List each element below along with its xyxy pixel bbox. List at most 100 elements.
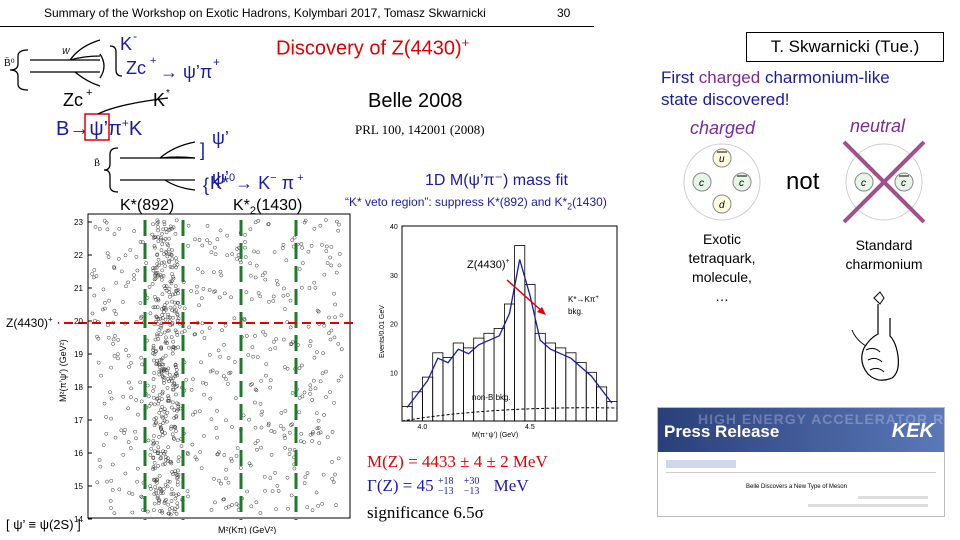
- dalitz-point: [148, 486, 153, 491]
- dalitz-point: [246, 353, 251, 357]
- dalitz-point: [238, 466, 243, 470]
- dalitz-point: [329, 245, 334, 249]
- dalitz-point: [275, 483, 280, 488]
- dalitz-point: [154, 362, 159, 367]
- dalitz-point: [162, 252, 166, 256]
- dalitz-point: [154, 491, 159, 495]
- dalitz-point: [158, 332, 163, 337]
- dalitz-point: [152, 352, 157, 357]
- dalitz-point: [300, 394, 305, 399]
- dalitz-point: [255, 447, 259, 452]
- decay-diagrams: B̄⁰ W K - Zc + → ψ’π + Zc + K * B→ψ’π+K …: [4, 29, 304, 195]
- dalitz-point: [157, 434, 161, 439]
- dalitz-point: [264, 373, 268, 378]
- dalitz-point: [289, 342, 293, 347]
- dalitz-point: [174, 415, 178, 420]
- dalitz-point: [110, 488, 115, 492]
- dalitz-point: [230, 252, 235, 257]
- dalitz-point: [155, 396, 160, 401]
- dalitz-point: [151, 222, 155, 227]
- svg-text:c: c: [861, 178, 866, 189]
- dalitz-point: [127, 380, 131, 385]
- dalitz-point: [166, 258, 171, 263]
- dalitz-point: [270, 489, 275, 493]
- dalitz-point: [176, 345, 181, 350]
- dalitz-point: [160, 510, 165, 515]
- dalitz-point: [169, 492, 174, 496]
- dalitz-point: [172, 424, 177, 429]
- dalitz-xlabel: M²(Kπ) (GeV²): [218, 525, 276, 534]
- dalitz-point: [156, 263, 161, 268]
- dalitz-point: [320, 501, 325, 506]
- dalitz-point: [245, 489, 249, 494]
- dalitz-point: [151, 442, 156, 447]
- dalitz-point: [168, 305, 173, 310]
- dalitz-point: [171, 435, 176, 440]
- dalitz-point: [204, 381, 208, 386]
- dalitz-point: [243, 232, 247, 237]
- dalitz-point: [156, 257, 161, 262]
- dalitz-point: [162, 418, 167, 423]
- dalitz-point: [162, 260, 166, 265]
- dalitz-point: [163, 449, 168, 454]
- dalitz-point: [306, 249, 311, 254]
- dalitz-point: [174, 330, 179, 335]
- dalitz-point: [161, 449, 165, 454]
- dalitz-point: [310, 398, 315, 402]
- dalitz-point: [99, 373, 103, 378]
- dalitz-point: [328, 255, 332, 260]
- dalitz-point: [290, 238, 295, 243]
- dalitz-point: [297, 410, 302, 415]
- dalitz-point: [172, 345, 176, 350]
- dalitz-point: [154, 314, 159, 319]
- dalitz-point: [154, 488, 159, 493]
- dalitz-point: [174, 384, 178, 389]
- dalitz-ylabel: M²(π’ψ’) (GeV²): [58, 339, 68, 402]
- dalitz-point: [254, 500, 259, 505]
- dalitz-point: [157, 372, 162, 377]
- dalitz-point: [97, 227, 102, 231]
- dalitz-point: [169, 281, 174, 286]
- dalitz-point: [165, 456, 170, 461]
- dalitz-point: [170, 265, 174, 270]
- dalitz-point: [272, 430, 277, 434]
- dalitz-point: [336, 342, 341, 346]
- dalitz-point: [135, 479, 139, 484]
- dalitz-point: [318, 379, 323, 384]
- dalitz-point: [159, 427, 164, 431]
- dalitz-point: [263, 270, 267, 275]
- dalitz-point: [168, 227, 172, 232]
- dalitz-point: [95, 480, 100, 485]
- dalitz-point: [199, 360, 203, 365]
- dalitz-plot: 23 22 21 20 19 18 17 16 15 14 M²(π’ψ’) (GeV²) M²(…: [58, 213, 358, 534]
- dalitz-point: [133, 429, 138, 434]
- dalitz-point: [151, 236, 156, 240]
- dalitz-point: [109, 365, 113, 370]
- dalitz-point: [256, 291, 261, 295]
- dalitz-point: [173, 346, 178, 350]
- dalitz-point: [172, 509, 177, 514]
- veto-label: “K* veto region”: suppress K*(892) and K…: [345, 195, 607, 212]
- dalitz-point: [159, 456, 164, 460]
- dalitz-point: [104, 431, 109, 436]
- dalitz-point: [159, 370, 164, 375]
- dalitz-point: [207, 353, 212, 357]
- dalitz-point: [311, 430, 315, 434]
- dalitz-point: [129, 361, 133, 365]
- dalitz-point: [175, 333, 180, 337]
- dalitz-point: [322, 323, 327, 328]
- dalitz-point: [94, 274, 99, 278]
- dalitz-point: [330, 476, 335, 481]
- press-org: KEK: [891, 420, 934, 442]
- kstar0-chain: K*0→ K− π +: [210, 172, 304, 193]
- dalitz-point: [153, 305, 158, 310]
- quark-diagrams: u c c d c c: [683, 140, 926, 224]
- dalitz-point: [154, 420, 159, 425]
- dalitz-point: [138, 380, 143, 385]
- dalitz-point: [325, 261, 330, 265]
- dalitz-point: [173, 469, 178, 474]
- dalitz-point: [174, 288, 179, 293]
- dalitz-point: [259, 379, 263, 383]
- dalitz-point: [152, 508, 156, 513]
- dalitz-point: [123, 253, 128, 258]
